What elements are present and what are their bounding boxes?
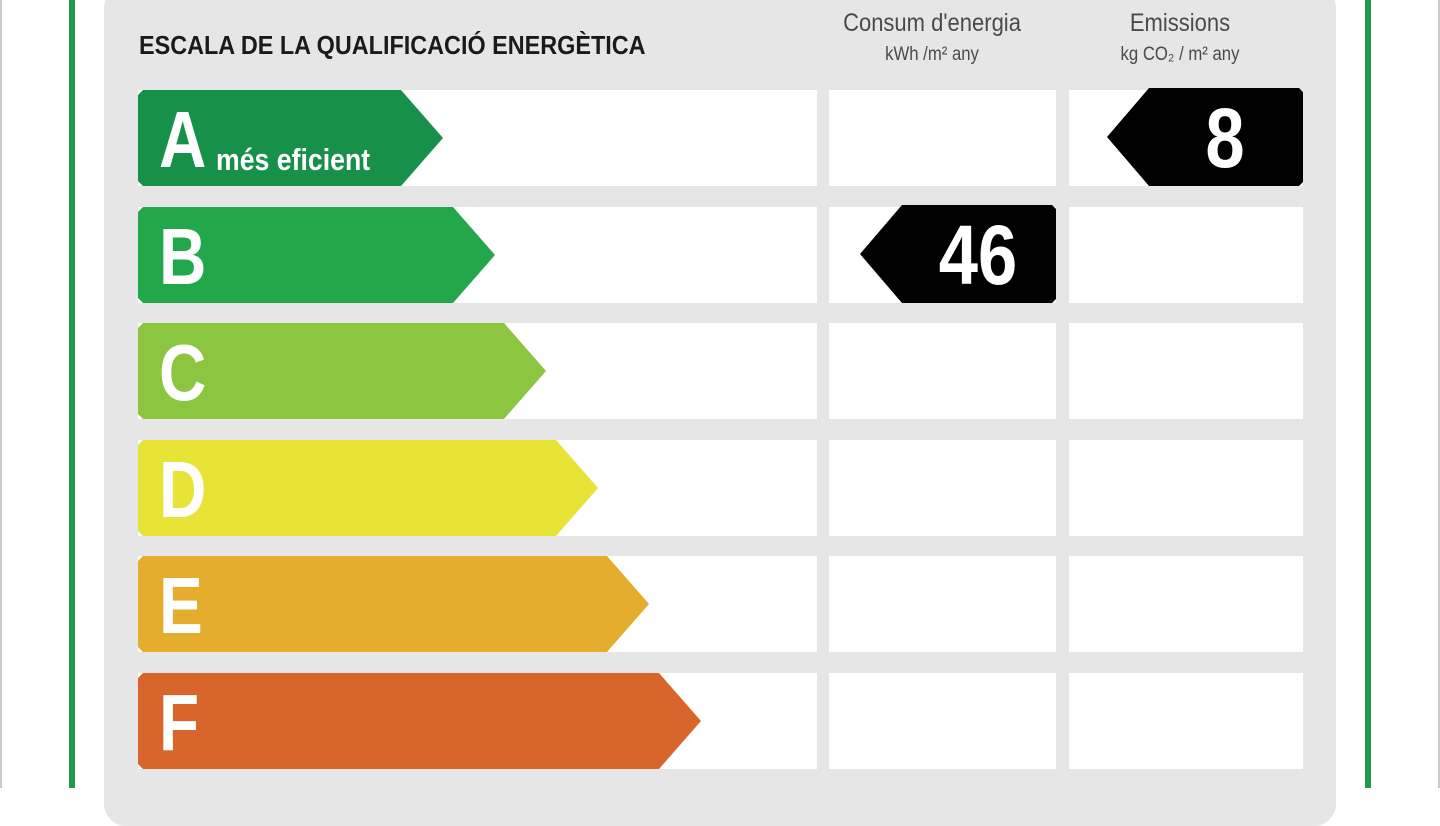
rating-band-e [138,556,649,652]
rating-letter-b: B [159,212,207,301]
rating-band-b [138,207,495,303]
column-label-consum: Consum d'energia [843,9,1021,37]
left-green-border [69,0,75,788]
emissions-cell-c [1069,323,1303,419]
rating-letter-e: E [159,561,203,650]
rating-note-a: més eficient [216,142,371,177]
emissions-cell-b [1069,207,1303,303]
column-header-emissions: Emissions kg CO₂ / m² any [1048,8,1312,68]
column-label-emissions: Emissions [1129,9,1231,37]
value-marker-consum [860,205,1056,303]
consum-cell-f [829,673,1056,769]
rating-letter-d: D [159,445,207,534]
rating-letter-f: F [159,678,200,767]
left-frame-edge [0,0,2,788]
emissions-cell-e [1069,556,1303,652]
column-unit-emissions: kg CO₂ / m² any [1120,44,1240,65]
consum-cell-e [829,556,1056,652]
rating-band-d [138,440,598,536]
column-header-consum: Consum d'energia kWh /m² any [800,8,1064,68]
rating-band-f [138,673,701,769]
rating-band-a [138,90,443,186]
consum-cell-a [829,90,1056,186]
rating-letter-c: C [159,328,207,417]
consum-cell-c [829,323,1056,419]
scale-title: ESCALA DE LA QUALIFICACIÓ ENERGÈTICA [139,30,646,60]
value-label-emissions: 8 [1205,91,1245,185]
right-frame-edge [1438,0,1440,788]
consum-cell-d [829,440,1056,536]
column-unit-consum: kWh /m² any [885,44,979,65]
rating-band-c [138,323,546,419]
rating-letter-a: A [159,95,207,184]
emissions-cell-f [1069,673,1303,769]
right-green-border [1365,0,1371,788]
value-marker-emissions [1107,88,1303,186]
value-label-consum: 46 [938,208,1018,302]
emissions-cell-d [1069,440,1303,536]
